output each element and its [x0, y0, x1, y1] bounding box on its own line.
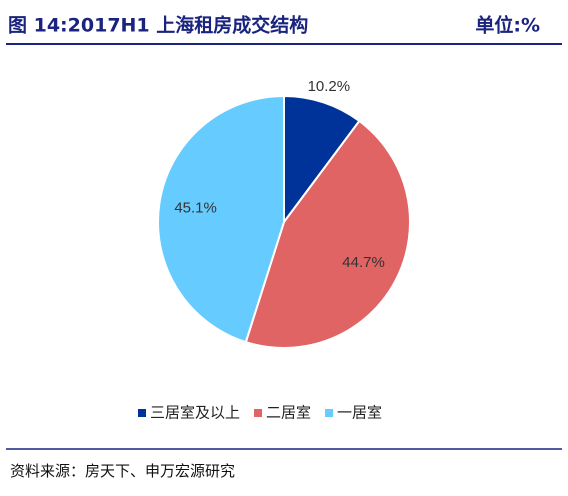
legend-label: 一居室: [337, 404, 382, 422]
legend-label: 二居室: [266, 404, 311, 422]
pie-slice: [283, 94, 361, 226]
legend-label: 三居室及以上: [150, 404, 240, 422]
source: 资料来源：房天下、申万宏源研究: [10, 462, 235, 480]
data-label: 44.7%: [342, 254, 385, 271]
unit-label: 单位:%: [475, 14, 540, 37]
chart-title: 图 14:2017H1 上海租房成交结构: [8, 14, 308, 37]
legend-swatch: [254, 409, 263, 417]
data-label: 45.1%: [174, 199, 217, 216]
legend-swatch: [138, 409, 146, 417]
pie-slice: [157, 94, 285, 344]
pie-slice: [244, 119, 411, 349]
legend-swatch: [325, 409, 334, 417]
data-label: 10.2%: [308, 78, 351, 95]
